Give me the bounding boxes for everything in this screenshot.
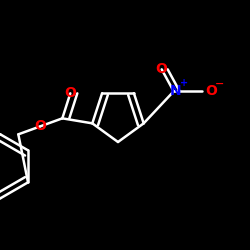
Text: N: N <box>170 84 181 98</box>
Text: O: O <box>34 119 46 133</box>
Text: −: − <box>215 79 224 89</box>
Text: +: + <box>180 78 188 88</box>
Text: O: O <box>156 62 168 76</box>
Text: O: O <box>206 84 218 98</box>
Text: O: O <box>64 86 76 100</box>
